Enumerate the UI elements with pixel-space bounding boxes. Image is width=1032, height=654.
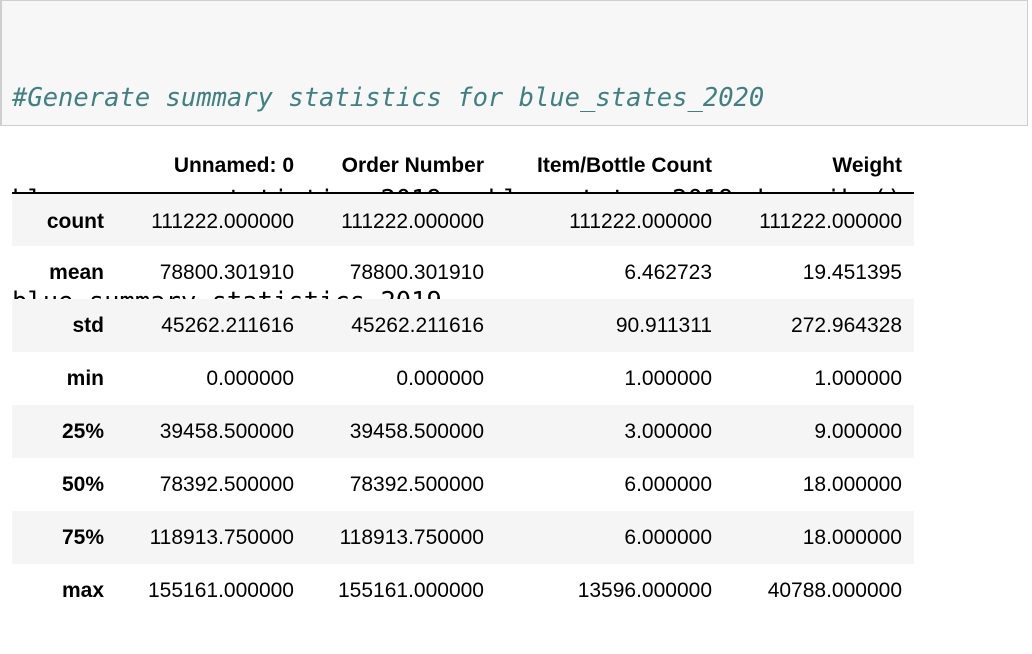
column-header: Weight (724, 140, 914, 194)
table-cell: 78392.500000 (159, 472, 294, 496)
table-cell: 45262.211616 (351, 313, 484, 337)
table-cell: 111222.000000 (151, 210, 294, 233)
table-cell: 111222.000000 (341, 210, 484, 233)
table-row: 75% 118913.750000 118913.750000 6.000000 18.… (12, 511, 914, 564)
table-cell: 272.964328 (791, 313, 902, 337)
row-index-label: 50% (61, 472, 104, 496)
table-cell: 0.000000 (396, 366, 484, 390)
column-header: Item/Bottle Count (496, 140, 724, 194)
summary-statistics-table: Unnamed: 0 Order Number Item/Bottle Coun… (12, 140, 914, 617)
row-index-label: 75% (61, 525, 104, 549)
table-row: min 0.000000 0.000000 1.000000 1.000000 (12, 352, 914, 405)
code-output-expression: blue_summary_statistics_2019 (12, 287, 442, 317)
table-cell: 6.462723 (624, 260, 712, 284)
table-cell: 39458.500000 (159, 419, 294, 443)
row-index-label: std (72, 313, 105, 337)
column-header: Unnamed: 0 (116, 140, 306, 194)
table-cell: 13596.000000 (577, 578, 712, 602)
table-cell: 19.451395 (802, 260, 902, 284)
table-cell: 18.000000 (802, 472, 902, 496)
column-header: Order Number (306, 140, 496, 194)
table-row: count 111222.000000 111222.000000 111222.00… (12, 193, 914, 246)
row-index-label: 25% (61, 419, 104, 443)
table-cell: 3.000000 (624, 419, 712, 443)
table-header-row: Unnamed: 0 Order Number Item/Bottle Coun… (12, 140, 914, 194)
table-row: mean 78800.301910 78800.301910 6.462723 19.4… (12, 246, 914, 299)
table-cell: 111222.000000 (569, 210, 712, 233)
table-cell: 6.000000 (624, 525, 712, 549)
table-cell: 1.000000 (814, 366, 902, 390)
table-cell: 78392.500000 (349, 472, 484, 496)
table-row: 50% 78392.500000 78392.500000 6.000000 18.00… (12, 458, 914, 511)
row-index-label: max (61, 578, 104, 602)
table-cell: 40788.000000 (767, 578, 902, 602)
row-index-label: min (66, 366, 104, 390)
table-cell: 45262.211616 (161, 313, 294, 337)
table-cell: 90.911311 (615, 313, 712, 337)
table-row: max 155161.000000 155161.000000 13596.00000… (12, 564, 914, 617)
table-cell: 118913.750000 (339, 525, 484, 549)
table-cell: 9.000000 (814, 419, 902, 443)
table-row: std 45262.211616 45262.211616 90.911311 272.… (12, 299, 914, 352)
index-header (12, 140, 116, 194)
table-cell: 78800.301910 (159, 260, 294, 284)
table-cell: 78800.301910 (349, 260, 484, 284)
code-comment: #Generate summary statistics for blue_st… (12, 83, 765, 113)
table-row: 25% 39458.500000 39458.500000 3.000000 9.000… (12, 405, 914, 458)
table-cell: 155161.000000 (338, 578, 484, 602)
table-cell: 18.000000 (802, 525, 902, 549)
table-cell: 1.000000 (624, 366, 712, 390)
code-cell-input[interactable]: #Generate summary statistics for blue_st… (0, 0, 1028, 317)
table-cell: 0.000000 (206, 366, 294, 390)
table-cell: 118913.750000 (149, 525, 294, 549)
row-index-label: count (46, 210, 104, 233)
table-cell: 39458.500000 (349, 419, 484, 443)
table-cell: 111222.000000 (759, 210, 902, 233)
row-index-label: mean (49, 260, 104, 284)
table-cell: 6.000000 (624, 472, 712, 496)
table-cell: 155161.000000 (148, 578, 294, 602)
